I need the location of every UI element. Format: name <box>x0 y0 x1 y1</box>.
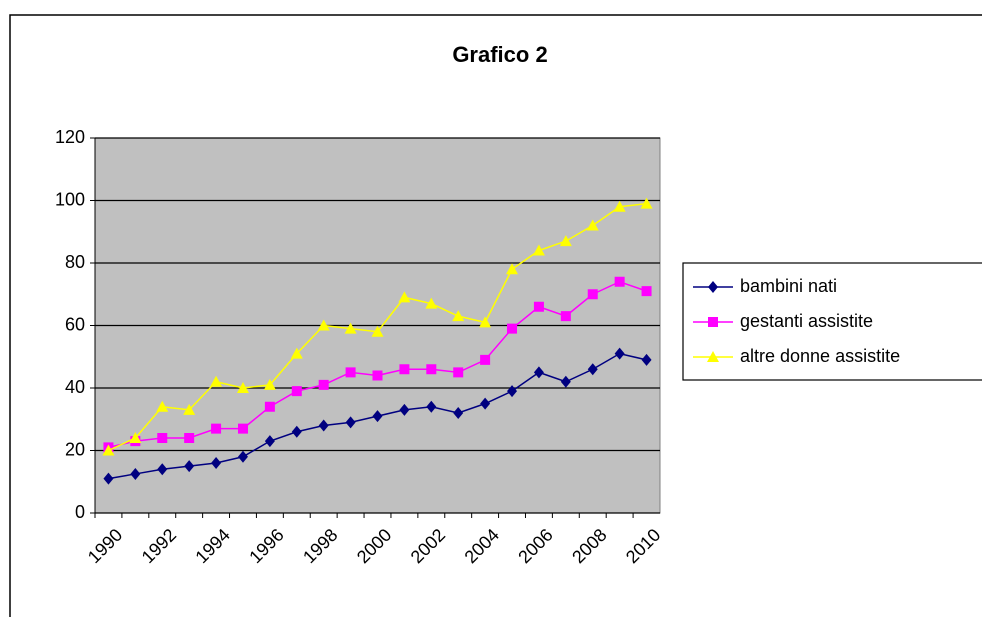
marker <box>102 444 115 456</box>
marker <box>707 351 719 362</box>
marker <box>479 316 492 328</box>
marker <box>640 197 653 209</box>
marker <box>237 423 248 434</box>
marker <box>587 363 598 376</box>
marker <box>103 472 114 485</box>
marker <box>399 403 410 416</box>
marker <box>263 378 276 390</box>
marker <box>425 297 438 309</box>
marker <box>130 467 141 480</box>
marker <box>237 450 248 463</box>
marker <box>613 200 626 212</box>
marker <box>318 379 329 390</box>
marker <box>184 460 195 473</box>
y-tick-label: 0 <box>75 502 85 522</box>
marker <box>586 219 599 231</box>
marker <box>264 435 275 448</box>
legend-box <box>682 262 982 381</box>
marker <box>157 433 168 443</box>
marker <box>291 425 302 438</box>
marker <box>372 410 383 423</box>
y-tick-label: 20 <box>65 439 85 459</box>
marker <box>532 244 545 256</box>
marker <box>506 263 519 275</box>
marker <box>507 385 518 398</box>
marker <box>318 419 329 432</box>
y-tick-label: 60 <box>65 314 85 334</box>
marker <box>453 407 464 419</box>
marker <box>559 235 572 247</box>
y-tick-label: 80 <box>65 252 85 272</box>
y-tick-label: 100 <box>55 189 85 209</box>
marker <box>480 397 491 410</box>
marker <box>641 286 652 297</box>
marker <box>372 370 383 381</box>
marker <box>426 400 437 413</box>
marker <box>211 423 222 434</box>
marker <box>345 367 356 378</box>
marker <box>453 367 464 378</box>
y-tick-label: 40 <box>65 377 85 397</box>
marker <box>398 291 411 303</box>
marker <box>317 319 330 331</box>
marker <box>210 375 223 387</box>
marker <box>157 463 168 476</box>
marker <box>480 354 491 365</box>
marker <box>236 382 249 393</box>
marker <box>533 366 544 379</box>
marker <box>614 347 625 360</box>
marker <box>708 281 718 293</box>
marker <box>371 325 384 337</box>
marker <box>560 375 571 388</box>
marker <box>290 347 303 359</box>
marker <box>264 401 275 412</box>
marker <box>614 276 625 287</box>
marker <box>708 317 718 327</box>
legend-label: altre donne assistite <box>740 346 900 366</box>
legend-label: gestanti assistite <box>740 311 873 331</box>
marker <box>533 301 544 312</box>
marker <box>399 364 410 375</box>
marker <box>129 432 142 443</box>
legend-label: bambini nati <box>740 276 837 296</box>
marker <box>156 400 169 412</box>
y-tick-label: 120 <box>55 127 85 147</box>
marker <box>211 457 222 469</box>
marker <box>560 311 571 322</box>
marker <box>452 310 465 322</box>
marker <box>641 353 652 366</box>
marker <box>426 364 437 375</box>
marker <box>291 386 302 397</box>
marker <box>587 289 598 300</box>
marker <box>345 416 356 429</box>
marker <box>183 403 196 415</box>
marker <box>344 322 357 334</box>
marker <box>507 323 518 334</box>
chart-title: Grafico 2 <box>452 42 547 67</box>
marker <box>184 433 195 443</box>
